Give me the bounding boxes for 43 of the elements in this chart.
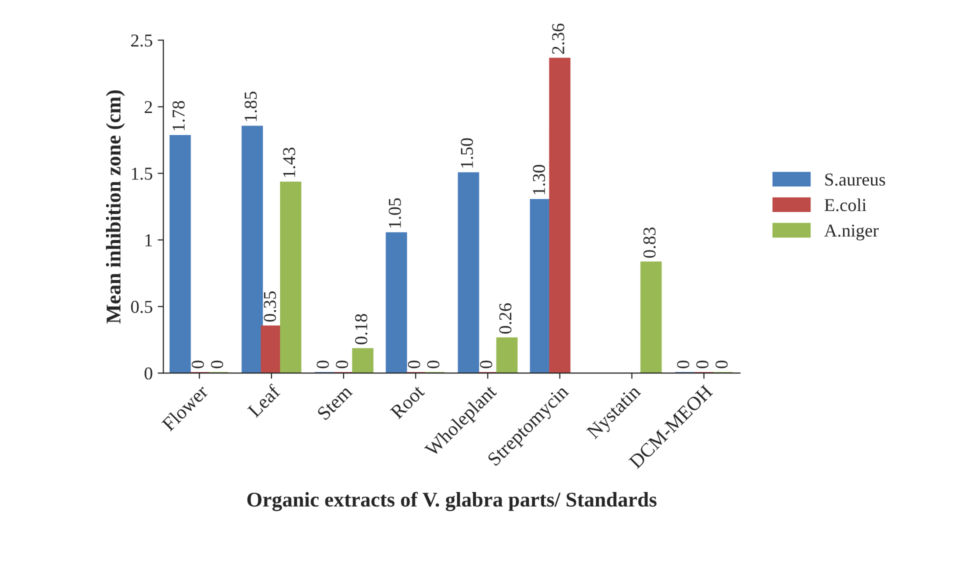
data-label: 0.26 (499, 303, 512, 334)
data-label: 1.50 (460, 138, 474, 168)
data-label: 0.83 (643, 228, 656, 258)
x-axis-title: Organic extracts of V. glabra parts/ Standards (247, 492, 657, 512)
y-tick-label: 0 (144, 367, 152, 380)
data-label: 0.18 (355, 314, 368, 344)
bar (640, 262, 662, 374)
legend-label: E.coli (824, 198, 866, 212)
data-label: 1.43 (283, 148, 296, 177)
bar (280, 182, 302, 374)
bar (170, 135, 191, 374)
bar (242, 126, 263, 374)
bar (386, 232, 408, 374)
data-label: 0 (192, 360, 204, 368)
y-axis-title: Mean inhibition zone (cm) (106, 90, 125, 324)
data-label: 0 (336, 360, 348, 368)
data-label: 1.05 (388, 198, 402, 228)
x-tick-label: Root (390, 384, 426, 420)
bar (458, 172, 480, 374)
x-tick-label: Stem (316, 384, 354, 421)
data-label: 0 (696, 360, 708, 368)
data-label: 1.78 (172, 100, 185, 130)
data-label: 0 (408, 360, 420, 368)
data-label: 0 (210, 360, 224, 368)
y-tick-label: 1 (146, 234, 152, 246)
y-tick-label: 2.5 (131, 34, 152, 47)
data-label: 0 (677, 360, 690, 368)
data-label: 0 (715, 360, 728, 368)
legend-label: A.niger (824, 224, 879, 240)
y-tick-label: 1.5 (132, 168, 152, 180)
y-tick-label: 2 (144, 101, 152, 114)
bar (549, 58, 570, 374)
data-label: 1.85 (244, 92, 257, 121)
data-label: 2.36 (552, 24, 564, 54)
data-label: 0 (480, 360, 492, 368)
bar (496, 337, 518, 374)
data-label: 0 (316, 360, 329, 368)
data-label: 0 (427, 360, 440, 368)
bar (352, 348, 374, 374)
data-label: 1.30 (532, 164, 546, 194)
legend-label: S.aureus (825, 174, 886, 186)
data-label: 0.35 (264, 291, 276, 322)
y-tick-label: 0.5 (131, 300, 152, 314)
